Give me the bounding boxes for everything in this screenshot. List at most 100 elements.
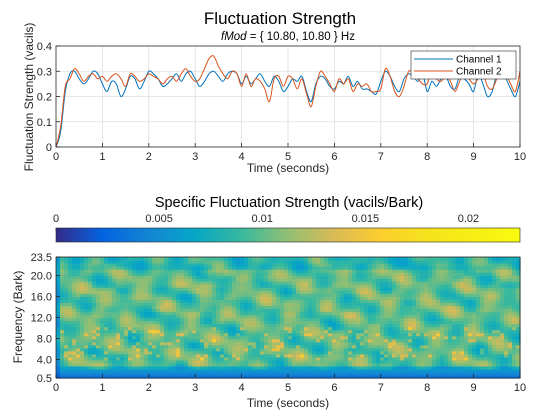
heatmap-cell [284,365,289,370]
heatmap-cell [508,362,513,367]
heatmap-cell [340,257,345,261]
heatmap-cell [372,344,377,349]
heatmap-cell [148,266,153,270]
heatmap-cell [248,344,253,349]
heatmap-cell [156,368,161,373]
heatmap-cell [496,290,501,294]
heatmap-cell [444,290,449,294]
heatmap-cell [264,260,269,264]
heatmap-cell [256,284,261,288]
heatmap-cell [260,260,265,264]
heatmap-cell [88,278,93,282]
heatmap-cell [440,332,445,337]
heatmap-cell [232,314,237,319]
heatmap-cell [112,305,117,310]
heatmap-cell [184,257,189,261]
heatmap-cell [480,269,485,273]
heatmap-cell [324,284,329,288]
heatmap-cell [236,338,241,343]
heatmap-cell [204,278,209,282]
heatmap-cell [424,314,429,319]
heatmap-cell [152,332,157,337]
heatmap-cell [320,374,325,379]
heatmap-cell [472,272,477,276]
heatmap-cell [484,362,489,367]
heatmap-cell [348,332,353,337]
heatmap-cell [292,320,297,325]
heatmap-cell [368,368,373,373]
heatmap-cell [276,281,281,285]
heatmap-cell [128,266,133,270]
heatmap-cell [476,317,481,322]
heatmap-cell [356,356,361,361]
heatmap-cell [80,356,85,361]
heatmap-cell [372,341,377,346]
heatmap-cell [444,338,449,343]
heatmap-cell [276,320,281,325]
heatmap-cell [500,320,505,325]
heatmap-cell [296,332,301,337]
heatmap-cell [276,335,281,340]
heatmap-cell [184,344,189,349]
heatmap-cell [156,359,161,364]
heatmap-cell [416,338,421,343]
heatmap-cell [200,299,205,303]
heatmap-cell [396,257,401,261]
heatmap-cell [152,365,157,370]
heatmap-cell [412,269,417,273]
heatmap-cell [60,272,65,276]
heatmap-cell [324,317,329,322]
heatmap-cell [156,341,161,346]
heatmap-cell [340,335,345,340]
heatmap-cell [444,350,449,355]
heatmap-cell [268,266,273,270]
heatmap-cell [140,302,145,307]
heatmap-cell [288,257,293,261]
heatmap-cell [492,323,497,328]
heatmap-cell [412,281,417,285]
heatmap-cell [172,281,177,285]
heatmap-cell [276,344,281,349]
heatmap-cell [336,347,341,352]
heatmap-cell [516,353,521,358]
heatmap-cell [204,350,209,355]
heatmap-cell [312,272,317,276]
heatmap-cell [64,347,69,352]
heatmap-cell [380,275,385,279]
heatmap-cell [340,266,345,270]
heatmap-cell [432,311,437,316]
heatmap-cell [452,371,457,376]
heatmap-cell [104,281,109,285]
heatmap-cell [352,317,357,322]
heatmap-cell [324,371,329,376]
heatmap-cell [76,350,81,355]
series-line-channel-2 [56,55,520,147]
heatmap-cell [56,344,61,349]
heatmap-cell [300,344,305,349]
heatmap-cell [188,368,193,373]
heatmap-cell [132,317,137,322]
heatmap-cell [384,293,389,297]
legend-label-channel-1: Channel 1 [456,55,502,66]
heatmap-cell [344,284,349,288]
heatmap-cell [384,374,389,379]
heatmap-cell [144,299,149,303]
heatmap-cell [128,317,133,322]
y-tick-label: 0.2 [37,92,52,104]
heatmap-cell [432,338,437,343]
heatmap-cell [272,275,277,279]
heatmap-cell [88,284,93,288]
heatmap-cell [436,302,441,307]
heatmap-cell [108,344,113,349]
heatmap-cell [488,269,493,273]
heatmap-cell [464,320,469,325]
heatmap-cell [216,371,221,376]
heatmap-cell [476,275,481,279]
heatmap-cell [452,296,457,300]
heatmap-cell [316,341,321,346]
heatmap-cell [56,293,61,297]
heatmap-cell [428,344,433,349]
heatmap-cell [364,329,369,334]
heatmap-cell [160,347,165,352]
heatmap-cell [124,257,129,261]
